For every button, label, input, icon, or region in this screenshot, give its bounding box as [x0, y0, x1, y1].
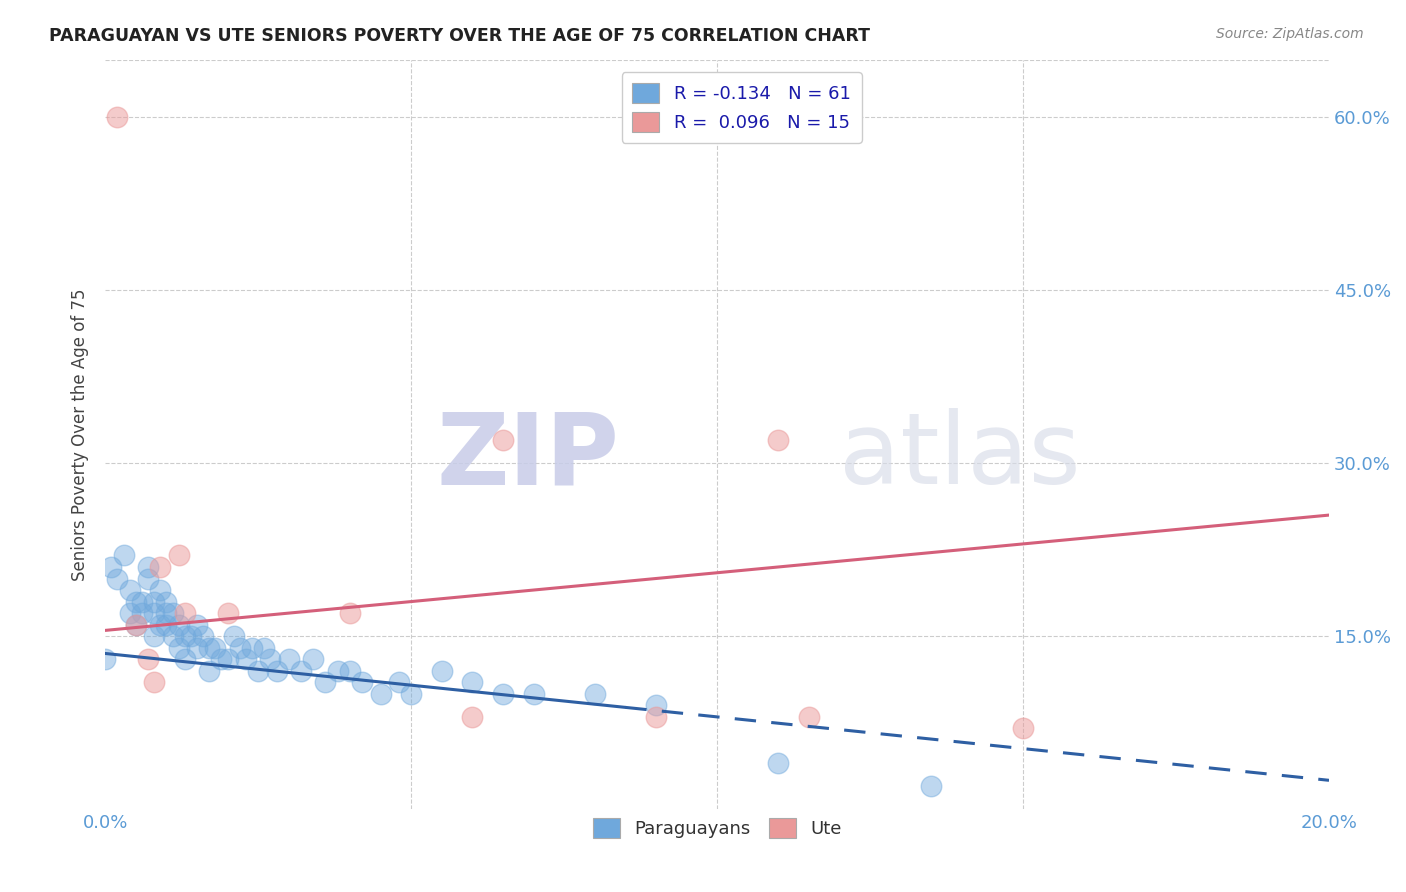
Point: [167, 549, 190, 563]
Point: [290, 664, 312, 678]
Point: [302, 652, 325, 666]
Point: [136, 560, 159, 574]
Point: [143, 675, 166, 690]
Point: [149, 582, 172, 597]
Point: [253, 640, 276, 655]
Point: [388, 675, 411, 690]
Point: [131, 594, 153, 608]
Point: [768, 756, 790, 770]
Point: [167, 640, 190, 655]
Point: [204, 640, 226, 655]
Point: [149, 617, 172, 632]
Point: [198, 664, 221, 678]
Point: [492, 687, 515, 701]
Point: [247, 664, 270, 678]
Point: [167, 617, 190, 632]
Point: [522, 687, 544, 701]
Point: [920, 779, 942, 793]
Point: [191, 629, 214, 643]
Point: [198, 640, 221, 655]
Point: [326, 664, 349, 678]
Point: [645, 698, 668, 713]
Point: [339, 606, 361, 620]
Point: [107, 572, 129, 586]
Point: [107, 110, 129, 124]
Point: [125, 617, 148, 632]
Point: [211, 652, 233, 666]
Point: [1012, 722, 1035, 736]
Point: [315, 675, 337, 690]
Text: Source: ZipAtlas.com: Source: ZipAtlas.com: [1216, 27, 1364, 41]
Point: [217, 606, 239, 620]
Point: [235, 652, 257, 666]
Point: [155, 606, 177, 620]
Point: [768, 433, 790, 447]
Point: [143, 629, 166, 643]
Point: [131, 606, 153, 620]
Point: [94, 652, 117, 666]
Point: [217, 652, 239, 666]
Point: [143, 606, 166, 620]
Point: [155, 617, 177, 632]
Point: [118, 606, 141, 620]
Point: [125, 617, 148, 632]
Point: [797, 710, 820, 724]
Point: [125, 594, 148, 608]
Point: [155, 594, 177, 608]
Point: [143, 594, 166, 608]
Point: [112, 549, 135, 563]
Point: [173, 629, 195, 643]
Point: [240, 640, 263, 655]
Point: [180, 629, 202, 643]
Point: [399, 687, 422, 701]
Point: [492, 433, 515, 447]
Point: [645, 710, 668, 724]
Point: [352, 675, 374, 690]
Point: [266, 664, 288, 678]
Point: [118, 582, 141, 597]
Point: [186, 617, 208, 632]
Point: [149, 560, 172, 574]
Text: PARAGUAYAN VS UTE SENIORS POVERTY OVER THE AGE OF 75 CORRELATION CHART: PARAGUAYAN VS UTE SENIORS POVERTY OVER T…: [49, 27, 870, 45]
Point: [229, 640, 252, 655]
Text: ZIP: ZIP: [436, 409, 619, 506]
Point: [583, 687, 606, 701]
Point: [461, 675, 484, 690]
Point: [222, 629, 245, 643]
Text: atlas: atlas: [839, 409, 1081, 506]
Legend: Paraguayans, Ute: Paraguayans, Ute: [585, 811, 849, 845]
Point: [339, 664, 361, 678]
Point: [370, 687, 392, 701]
Y-axis label: Seniors Poverty Over the Age of 75: Seniors Poverty Over the Age of 75: [72, 288, 89, 581]
Point: [173, 606, 195, 620]
Point: [259, 652, 281, 666]
Point: [136, 572, 159, 586]
Point: [277, 652, 299, 666]
Point: [162, 629, 184, 643]
Point: [461, 710, 484, 724]
Point: [162, 606, 184, 620]
Point: [430, 664, 453, 678]
Point: [100, 560, 122, 574]
Point: [173, 652, 195, 666]
Point: [186, 640, 208, 655]
Point: [136, 652, 159, 666]
